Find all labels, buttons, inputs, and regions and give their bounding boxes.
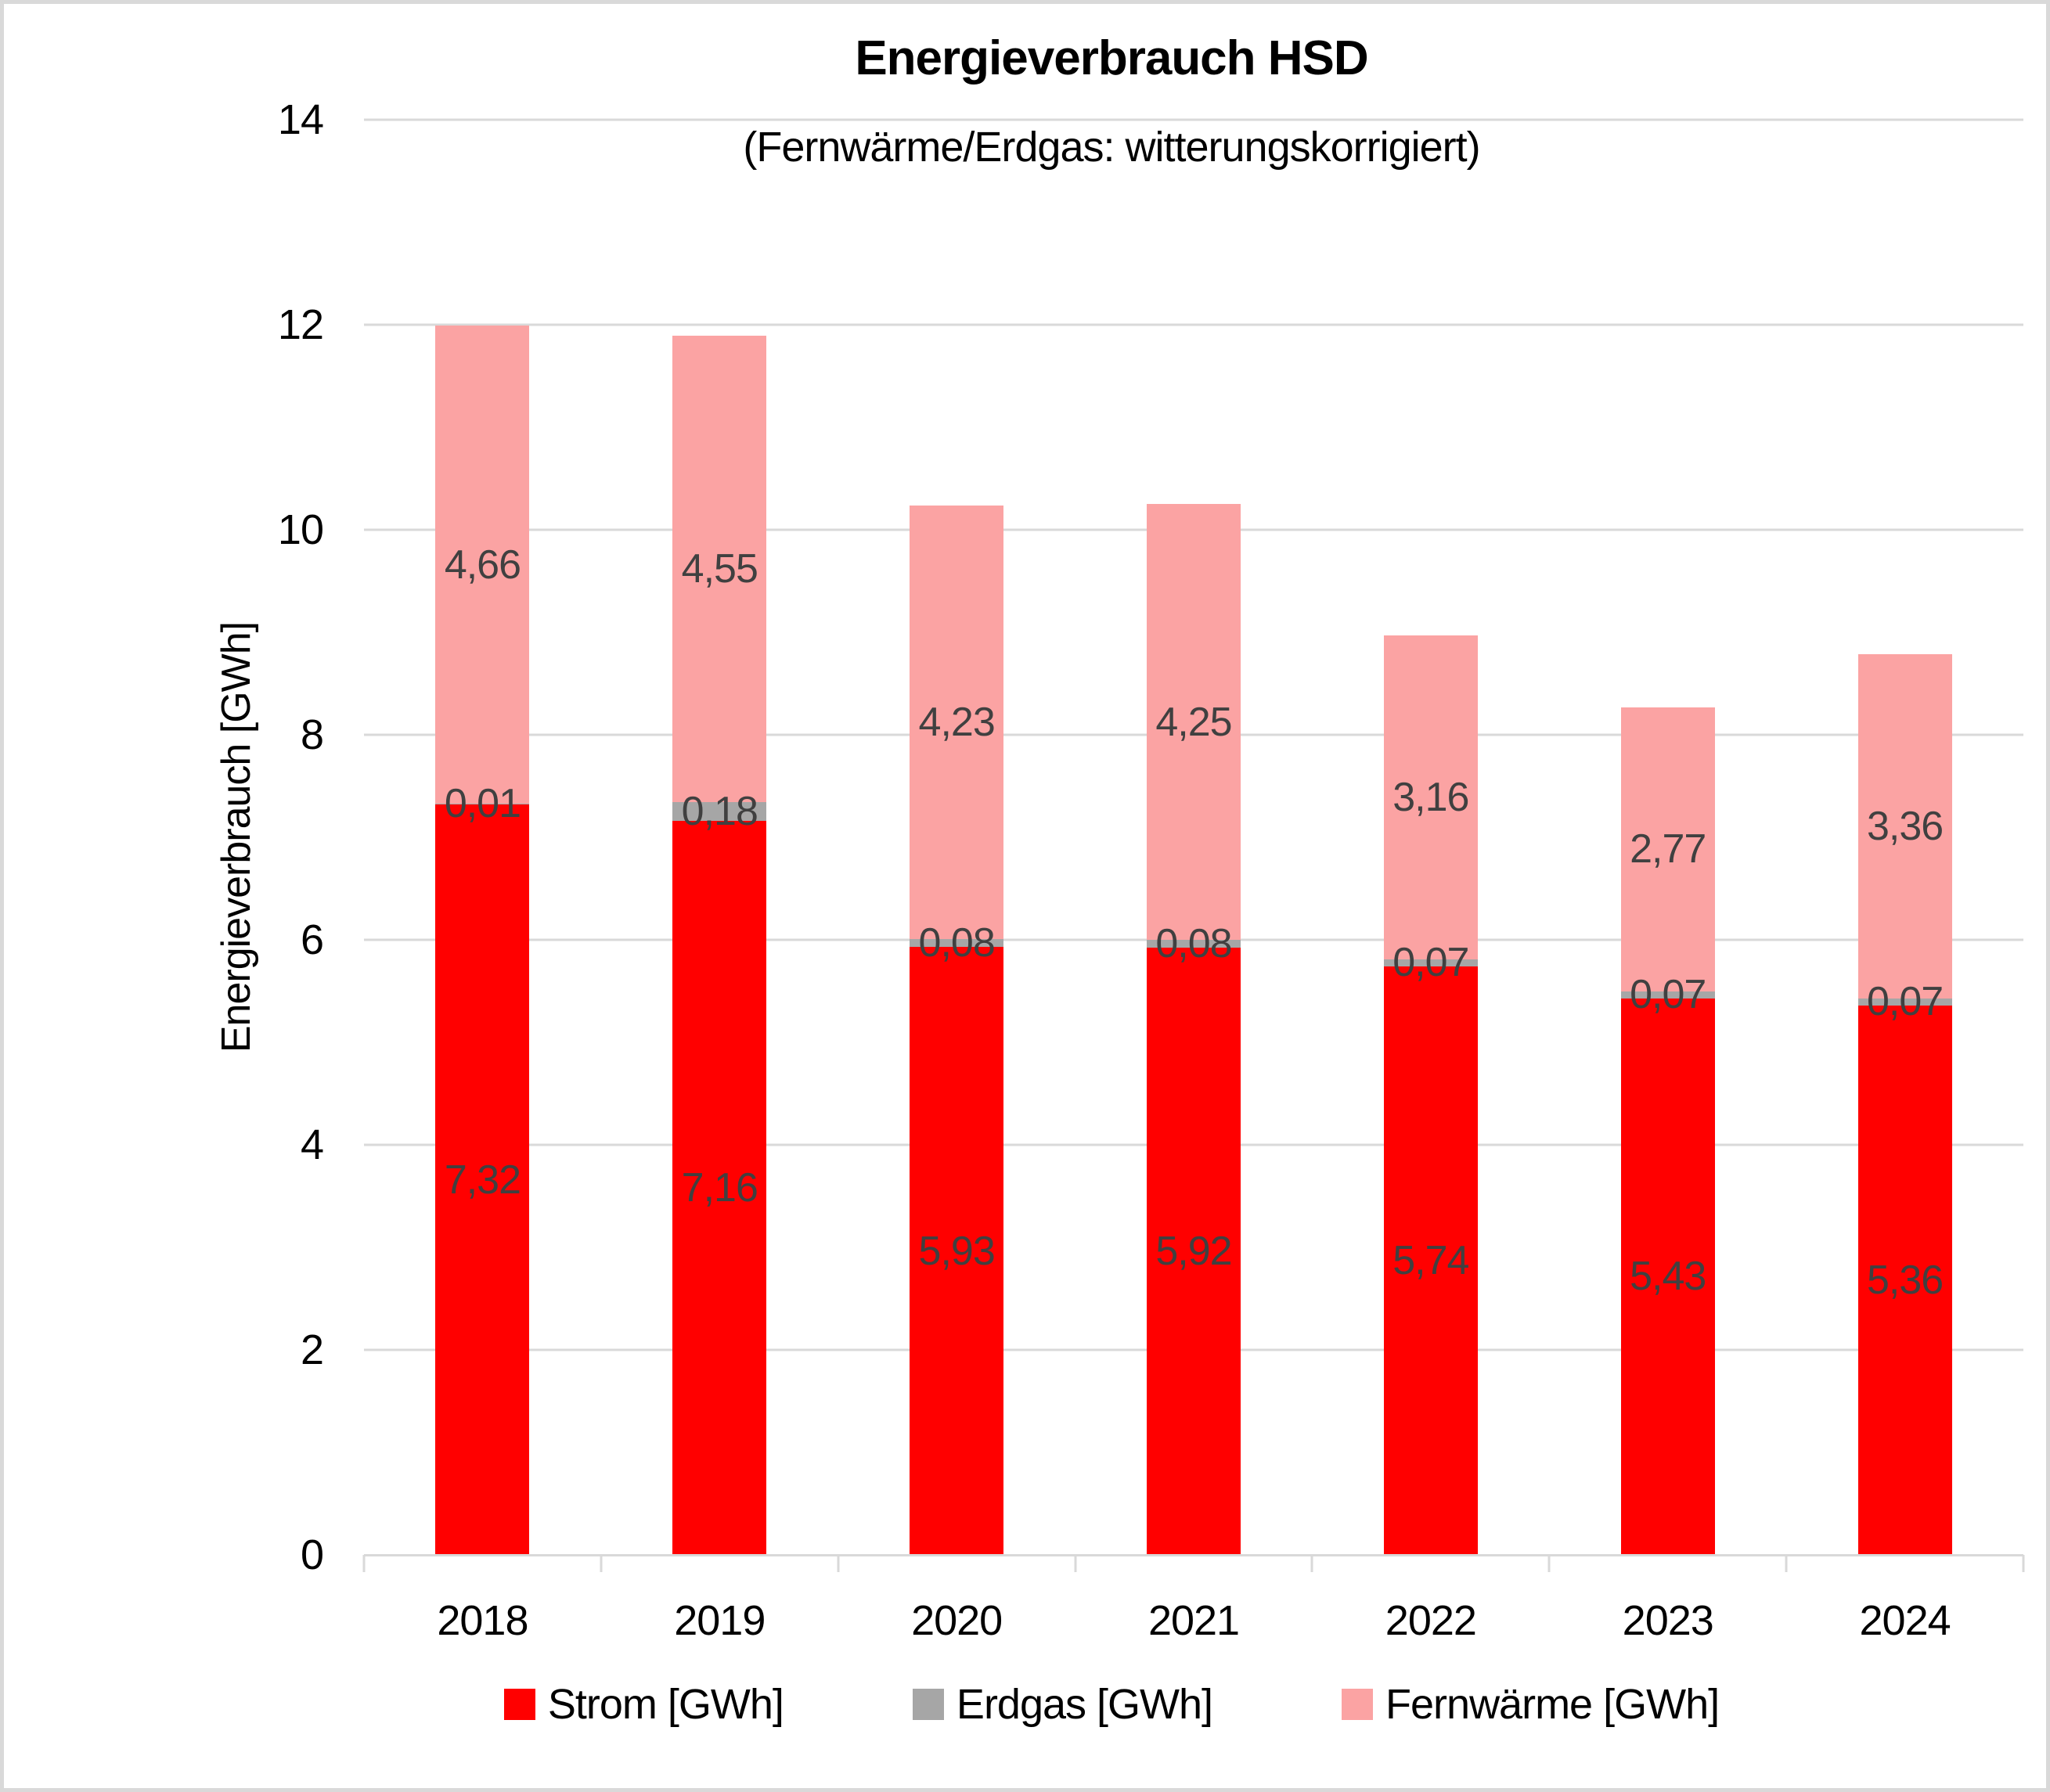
x-axis-line	[364, 1554, 2023, 1556]
bar-segment-fernwärme-2021	[1147, 504, 1241, 940]
x-axis-label-2022: 2022	[1385, 1597, 1477, 1644]
chart-subtitle: (Fernwärme/Erdgas: witterungskorrigiert)	[743, 124, 1480, 171]
value-label-fernwärme-2023: 2,77	[1630, 826, 1706, 873]
y-tick-label-2: 2	[300, 1326, 324, 1373]
value-label-fernwärme-2018: 4,66	[444, 542, 521, 588]
bar-segment-fernwärme-2018	[435, 326, 530, 804]
value-label-strom-2019: 7,16	[681, 1165, 758, 1211]
x-tick-mark-1	[600, 1555, 603, 1572]
chart-title: Energieverbrauch HSD	[855, 31, 1368, 85]
bar-column-2023: 5,43 0,07 2,77	[1549, 120, 1786, 1555]
bar-segment-erdgas-2019	[672, 802, 767, 822]
plot-area: 7,32 0,01 4,66 7,16 0,18 4,55 5,93 0,08 4,23 5,92…	[362, 118, 2025, 1572]
y-tick-label-6: 6	[300, 916, 324, 963]
gridline-12	[364, 323, 2023, 326]
bar-segment-strom-2021	[1147, 948, 1241, 1555]
legend-item-erdgas: Erdgas [GWh]	[912, 1680, 1213, 1729]
legend-item-fernwärme: Fernwärme [GWh]	[1342, 1680, 1720, 1729]
value-label-strom-2023: 5,43	[1630, 1254, 1706, 1300]
bar-segment-fernwärme-2019	[672, 336, 767, 803]
x-tick-mark-5	[1547, 1555, 1551, 1572]
value-label-erdgas-2024: 0,07	[1866, 979, 1944, 1025]
x-tick-mark-4	[1310, 1555, 1313, 1572]
plot-columns: 7,32 0,01 4,66 7,16 0,18 4,55 5,93 0,08 4,23 5,92…	[364, 120, 2023, 1555]
x-tick-mark-7	[2022, 1555, 2025, 1572]
y-tick-label-10: 10	[277, 506, 324, 553]
legend-label-fernwärme: Fernwärme [GWh]	[1385, 1681, 1720, 1728]
bar-segment-strom-2020	[910, 947, 1004, 1555]
value-label-erdgas-2022: 0,07	[1392, 940, 1469, 986]
bar-segment-erdgas-2024	[1857, 998, 1952, 1006]
y-tick-label-4: 4	[300, 1121, 324, 1168]
bar-segment-strom-2019	[672, 821, 767, 1555]
x-axis-label-2020: 2020	[911, 1597, 1003, 1644]
y-axis-ticks: 0 2 4 6 8 10 12 14	[4, 99, 324, 1576]
x-axis-label-2024: 2024	[1859, 1597, 1951, 1644]
value-label-erdgas-2018: 0,01	[444, 781, 521, 827]
bar-segment-erdgas-2023	[1620, 991, 1715, 999]
gridline-14	[364, 118, 2023, 121]
value-label-fernwärme-2020: 4,23	[918, 699, 996, 745]
y-tick-label-14: 14	[277, 96, 324, 143]
legend-swatch-strom-icon	[503, 1689, 535, 1720]
x-tick-mark-0	[362, 1555, 366, 1572]
x-tick-mark-3	[1074, 1555, 1077, 1572]
value-label-strom-2021: 5,92	[1155, 1229, 1232, 1275]
value-label-strom-2024: 5,36	[1866, 1257, 1944, 1303]
gridline-6	[364, 938, 2023, 941]
value-label-strom-2020: 5,93	[918, 1228, 996, 1274]
bar-segment-fernwärme-2024	[1857, 653, 1952, 999]
bar-column-2018: 7,32 0,01 4,66	[364, 120, 601, 1555]
value-label-erdgas-2019: 0,18	[681, 789, 758, 835]
bar-segment-erdgas-2022	[1383, 959, 1478, 967]
value-label-fernwärme-2024: 3,36	[1866, 803, 1944, 849]
legend-label-strom: Strom [GWh]	[547, 1681, 784, 1728]
x-axis-label-2021: 2021	[1147, 1597, 1240, 1644]
bar-column-2024: 5,36 0,07 3,36	[1786, 120, 2023, 1555]
value-label-strom-2018: 7,32	[444, 1157, 521, 1203]
bar-segment-strom-2023	[1620, 998, 1715, 1555]
bar-segment-erdgas-2021	[1147, 940, 1241, 948]
value-label-fernwärme-2019: 4,55	[681, 546, 758, 592]
bar-segment-strom-2022	[1383, 966, 1478, 1555]
bar-segment-erdgas-2020	[910, 938, 1004, 948]
x-axis-label-2019: 2019	[674, 1597, 766, 1644]
legend-item-strom: Strom [GWh]	[503, 1680, 784, 1729]
bar-segment-fernwärme-2023	[1620, 707, 1715, 991]
bar-segment-fernwärme-2022	[1383, 635, 1478, 959]
x-axis-label-2023: 2023	[1622, 1597, 1714, 1644]
bar-column-2020: 5,93 0,08 4,23	[838, 120, 1075, 1555]
bar-segment-fernwärme-2020	[910, 505, 1004, 939]
legend-swatch-erdgas-icon	[912, 1689, 944, 1720]
y-tick-label-12: 12	[277, 301, 324, 348]
value-label-erdgas-2021: 0,08	[1155, 921, 1232, 967]
bar-column-2022: 5,74 0,07 3,16	[1312, 120, 1549, 1555]
bar-segment-strom-2024	[1857, 1005, 1952, 1555]
x-axis-labels: 2018 2019 2020 2021 2022 2023 2024	[364, 1596, 2023, 1645]
x-tick-mark-6	[1785, 1555, 1788, 1572]
bar-segment-strom-2018	[435, 804, 530, 1555]
legend-swatch-fernwärme-icon	[1342, 1689, 1374, 1720]
value-label-fernwärme-2022: 3,16	[1392, 774, 1469, 820]
legend: Strom [GWh] Erdgas [GWh] Fernwärme [GWh]	[176, 1680, 2046, 1729]
bar-column-2021: 5,92 0,08 4,25	[1075, 120, 1313, 1555]
y-tick-label-0: 0	[300, 1531, 324, 1578]
x-axis-label-2018: 2018	[437, 1597, 528, 1644]
bar-column-2019: 7,16 0,18 4,55	[601, 120, 838, 1555]
value-label-erdgas-2023: 0,07	[1630, 972, 1706, 1018]
y-tick-label-8: 8	[300, 711, 324, 758]
value-label-strom-2022: 5,74	[1392, 1238, 1469, 1284]
legend-label-erdgas: Erdgas [GWh]	[956, 1681, 1213, 1728]
value-label-fernwärme-2021: 4,25	[1155, 699, 1232, 745]
x-tick-mark-2	[837, 1555, 840, 1572]
value-label-erdgas-2020: 0,08	[918, 919, 996, 966]
